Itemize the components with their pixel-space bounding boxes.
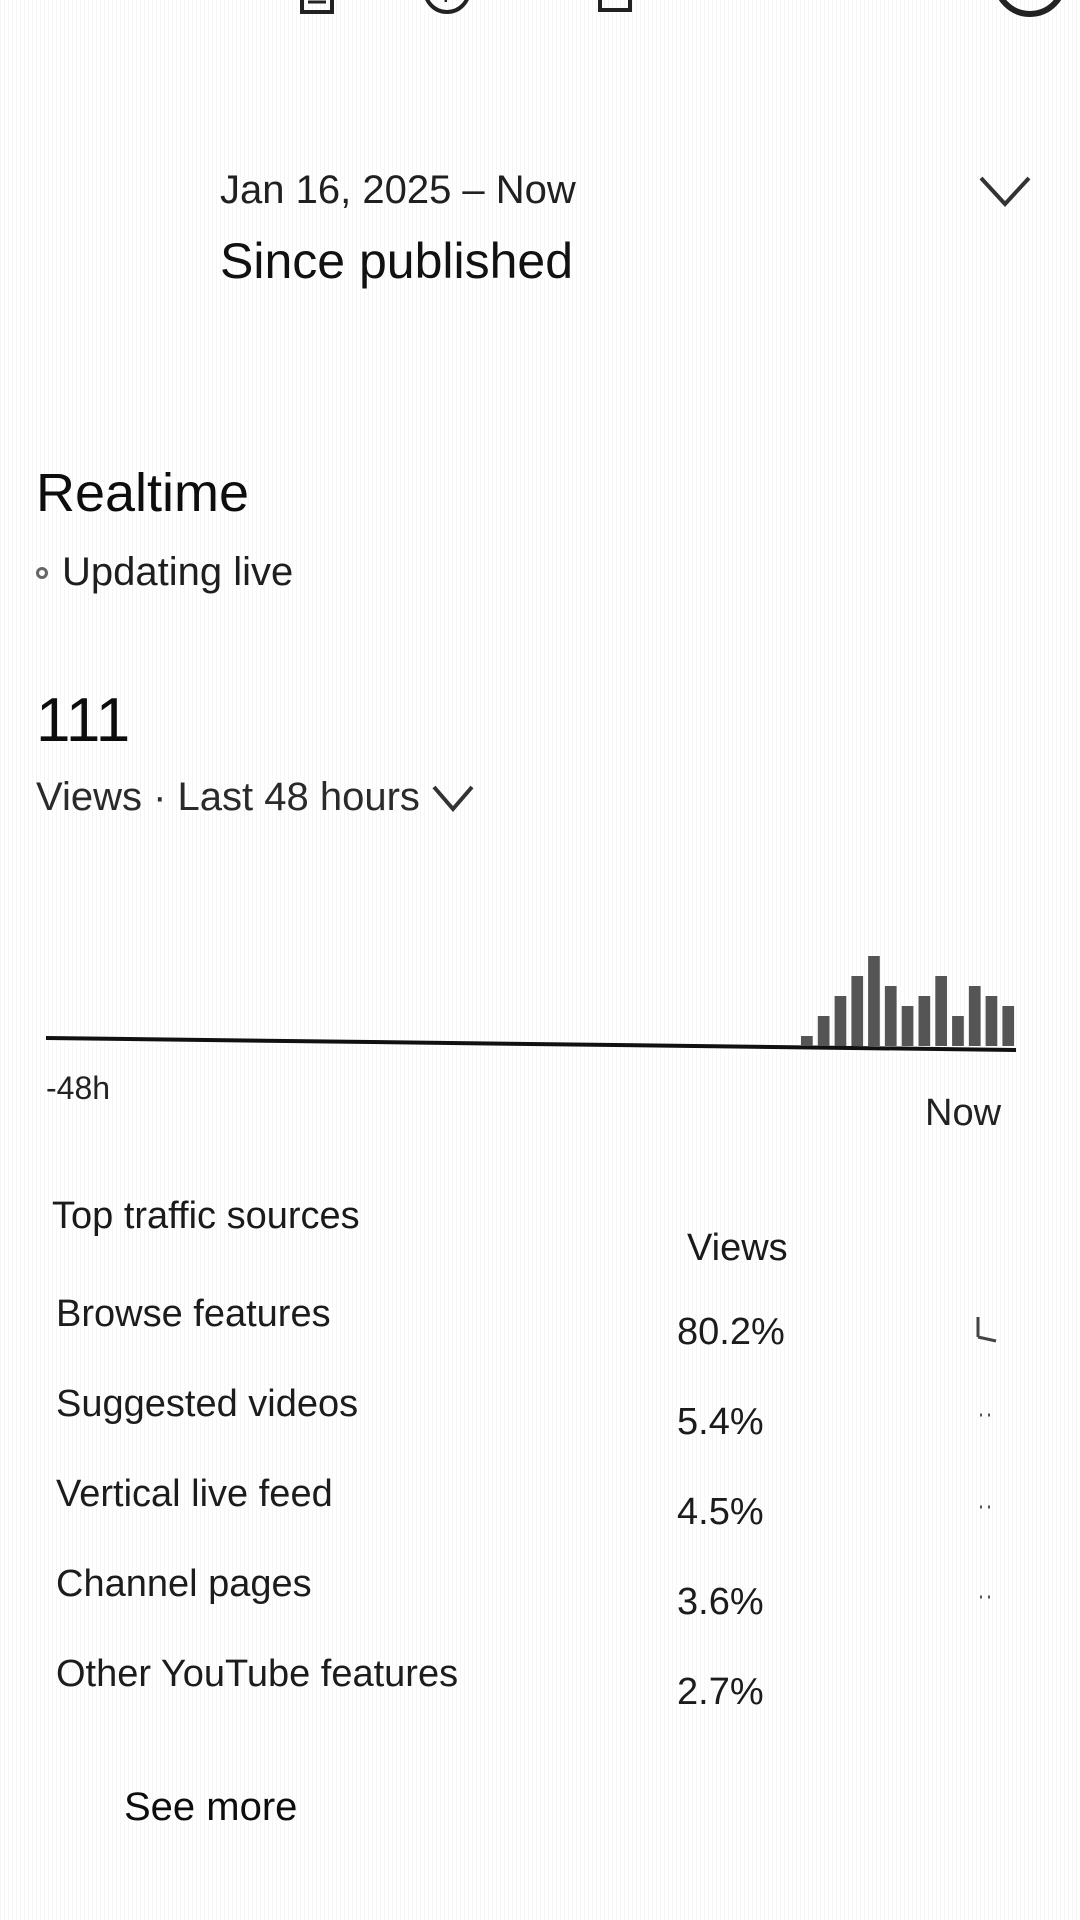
- chart-baseline: [45, 1036, 1016, 1052]
- axis-start-label: -48h: [46, 1070, 111, 1106]
- realtime-status: Updating live: [36, 550, 293, 595]
- refresh-icon[interactable]: [990, 0, 1070, 18]
- realtime-chart: [45, 956, 1016, 1052]
- date-range-text: Jan 16, 2025 – Now: [220, 168, 576, 212]
- chart-bar: [817, 1016, 830, 1046]
- trend-icon: [976, 1317, 997, 1343]
- traffic-row[interactable]: Other YouTube features 2.7%: [52, 1653, 1012, 1713]
- traffic-row[interactable]: Channel pages 3.6%: [52, 1563, 1012, 1623]
- traffic-row[interactable]: Vertical live feed 4.5%: [52, 1473, 1012, 1533]
- date-range-label: Since published: [220, 233, 574, 289]
- chart-bar: [935, 976, 947, 1046]
- traffic-percent: 3.6%: [677, 1581, 764, 1623]
- svg-text:?: ?: [439, 0, 453, 8]
- traffic-source: Other YouTube features: [56, 1653, 459, 1695]
- realtime-title: Realtime: [36, 463, 250, 523]
- traffic-source: Channel pages: [56, 1563, 312, 1605]
- traffic-percent: 2.7%: [677, 1671, 764, 1713]
- traffic-percent: 4.5%: [677, 1491, 764, 1533]
- traffic-header: Top traffic sources Views: [52, 1195, 1012, 1269]
- chart-bar: [884, 986, 897, 1046]
- traffic-source: Suggested videos: [56, 1383, 359, 1425]
- views-period-selector[interactable]: Views · Last 48 hours: [36, 775, 476, 820]
- traffic-source: Vertical live feed: [56, 1473, 333, 1515]
- traffic-percent: 80.2%: [677, 1311, 785, 1353]
- report-icon[interactable]: [596, 0, 644, 18]
- chart-bar: [952, 1016, 964, 1046]
- chevron-down-icon: [979, 176, 1031, 207]
- realtime-status-text: Updating live: [62, 550, 294, 594]
- chart-bar: [968, 986, 981, 1046]
- chart-bar: [985, 996, 998, 1046]
- date-range-selector[interactable]: Jan 16, 2025 – Now Since published: [220, 160, 1040, 310]
- help-icon[interactable]: ?: [420, 0, 469, 18]
- top-toolbar: ?: [0, 0, 1080, 30]
- axis-end-label: Now: [925, 1092, 1002, 1134]
- traffic-header-views: Views: [687, 1227, 788, 1269]
- trend-icon: [980, 1595, 990, 1599]
- chart-bar: [851, 976, 864, 1046]
- chart-bar: [834, 996, 847, 1046]
- views-count: 111: [36, 686, 131, 755]
- traffic-row[interactable]: Suggested videos 5.4%: [52, 1383, 1012, 1443]
- traffic-source: Browse features: [56, 1293, 331, 1335]
- chart-bar: [901, 1006, 914, 1046]
- chevron-down-icon: [432, 785, 474, 812]
- trend-icon: [980, 1505, 990, 1509]
- live-indicator-icon: [36, 566, 48, 579]
- trend-icon: [980, 1413, 990, 1417]
- views-caption-text: Views · Last 48 hours: [36, 775, 420, 819]
- traffic-percent: 5.4%: [677, 1401, 764, 1443]
- traffic-header-label: Top traffic sources: [52, 1195, 360, 1237]
- chart-bar: [918, 996, 931, 1046]
- chart-bar: [801, 1036, 813, 1046]
- chart-bar: [1002, 1006, 1015, 1046]
- see-more-button[interactable]: See more: [124, 1785, 298, 1829]
- document-icon[interactable]: [296, 0, 344, 18]
- traffic-row[interactable]: Browse features 80.2%: [52, 1293, 1012, 1353]
- chart-bar: [868, 956, 880, 1046]
